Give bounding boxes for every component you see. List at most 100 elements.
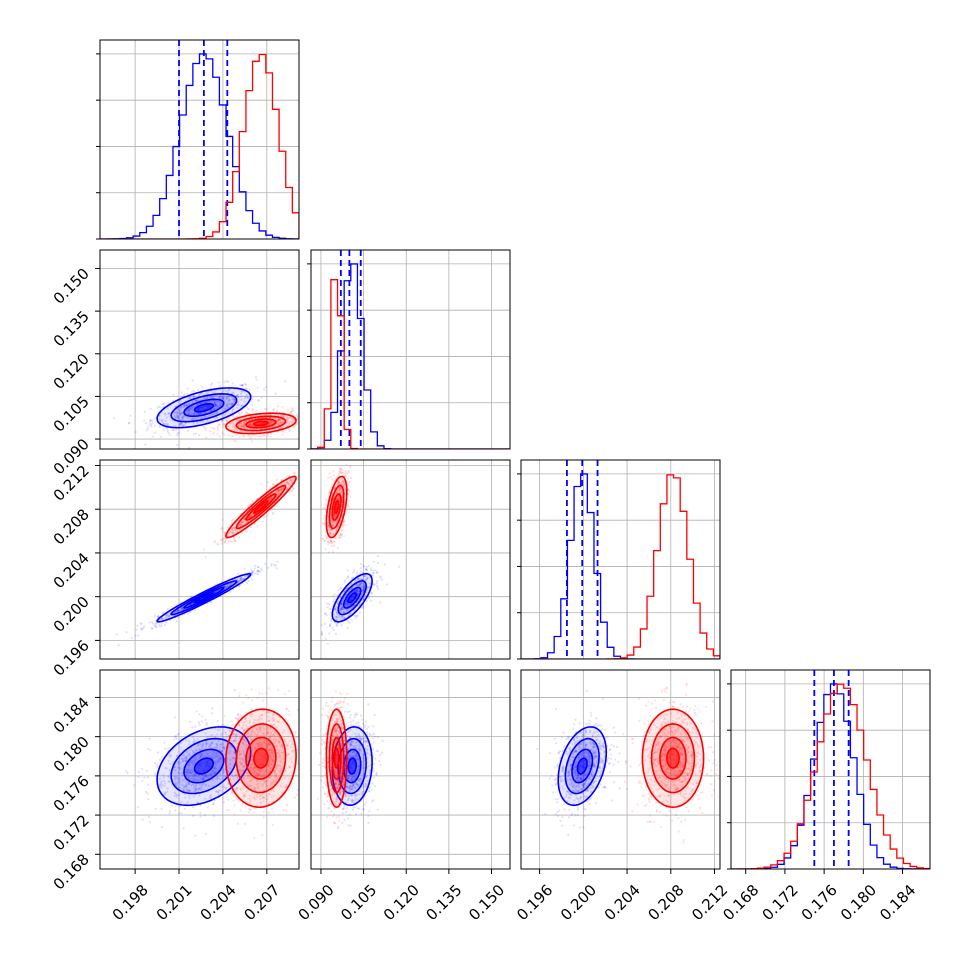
density-contour <box>183 398 225 417</box>
panel-3-0: 0.198 0.201 0.204 0.207 0.1680.1720.1760.180… <box>50 669 300 924</box>
panel-frame <box>99 249 300 450</box>
y-tick-label: 0.204 <box>50 549 93 592</box>
panel-frame <box>310 249 511 450</box>
density-contour <box>170 580 238 616</box>
density-contour <box>557 726 608 807</box>
panel-frame <box>99 39 300 240</box>
density-contour <box>156 572 252 623</box>
density-contour <box>183 748 225 784</box>
x-tick-label: 0.168 <box>719 881 762 924</box>
y-tick-label: 0.172 <box>50 811 93 854</box>
density-contour <box>235 723 287 794</box>
y-tick-label: 0.200 <box>50 593 93 636</box>
y-tick-label: 0.176 <box>50 772 93 815</box>
density-contour <box>347 757 357 775</box>
x-tick-label: 0.208 <box>644 881 687 924</box>
panel-frame <box>99 459 300 660</box>
density-contour <box>347 592 357 604</box>
grid <box>100 670 299 869</box>
density-contour <box>253 747 269 769</box>
x-tick-label: 0.184 <box>876 881 919 924</box>
panel-frame <box>520 669 721 870</box>
grid <box>100 40 299 239</box>
density-contour <box>225 412 297 435</box>
x-tick-label: 0.090 <box>295 881 338 924</box>
histogram-line <box>311 279 510 449</box>
histogram-line <box>731 683 930 869</box>
x-tick-label: 0.200 <box>557 881 600 924</box>
panel-3-1: 0.090 0.105 0.120 0.135 0.150 <box>295 669 511 924</box>
density-contour <box>576 757 588 775</box>
panel-frame <box>310 459 511 660</box>
scatter-points <box>199 687 299 839</box>
histogram-line <box>521 474 720 659</box>
density-contour <box>328 723 345 794</box>
histogram-line <box>100 53 299 239</box>
density-contour <box>156 387 252 429</box>
x-tick-label: 0.105 <box>337 881 380 924</box>
x-tick-label: 0.180 <box>837 881 880 924</box>
density-contour <box>659 736 687 780</box>
histogram-line <box>521 473 720 659</box>
x-tick-label: 0.172 <box>759 881 802 924</box>
y-tick-label: 0.168 <box>50 850 93 893</box>
grid <box>100 460 299 659</box>
density-contour <box>253 500 269 514</box>
density-contour <box>333 500 340 514</box>
density-contour <box>571 748 594 784</box>
y-tick-label: 0.184 <box>50 694 93 737</box>
x-tick-label: 0.207 <box>240 881 283 924</box>
y-tick-label: 0.135 <box>50 307 93 350</box>
panel-3-2: 0.196 0.200 0.204 0.208 0.212 <box>513 669 731 924</box>
density-contour <box>331 572 373 623</box>
panel-frame <box>99 669 300 870</box>
histogram-line <box>311 263 510 449</box>
density-contour <box>331 736 342 780</box>
density-contour <box>245 736 277 780</box>
panel-1-1 <box>307 249 511 450</box>
grid <box>311 460 510 659</box>
density-contour <box>235 484 287 530</box>
x-tick-label: 0.150 <box>465 881 508 924</box>
density-contour <box>193 403 215 413</box>
panel-frame <box>310 669 511 870</box>
density-contour <box>253 420 269 427</box>
panel-2-2 <box>517 459 721 660</box>
density-contour <box>193 757 215 775</box>
grid <box>521 460 720 659</box>
density-contour <box>245 418 277 429</box>
panel-0-0 <box>96 39 300 240</box>
grid <box>100 250 299 449</box>
x-tick-label: 0.120 <box>380 881 423 924</box>
density-contour <box>331 493 342 521</box>
grid <box>731 670 930 869</box>
grid <box>311 250 510 449</box>
panel-frame <box>520 459 721 660</box>
y-tick-label: 0.208 <box>50 505 93 548</box>
x-tick-label: 0.135 <box>423 881 466 924</box>
y-tick-label: 0.150 <box>50 265 93 308</box>
x-tick-label: 0.198 <box>109 881 152 924</box>
density-contour <box>337 580 368 616</box>
x-tick-label: 0.176 <box>798 881 841 924</box>
density-contour <box>193 592 215 604</box>
density-contour <box>666 747 680 769</box>
y-tick-label: 0.120 <box>50 350 93 393</box>
x-tick-label: 0.204 <box>601 881 644 924</box>
grid <box>521 670 720 869</box>
density-contour <box>650 723 696 794</box>
density-contour <box>343 586 362 609</box>
x-tick-label: 0.196 <box>513 881 556 924</box>
y-tick-label: 0.180 <box>50 733 93 776</box>
density-contour <box>333 747 340 769</box>
x-tick-label: 0.204 <box>197 881 240 924</box>
density-contour <box>325 475 348 539</box>
density-contour <box>225 475 297 539</box>
panel-frame <box>730 669 931 870</box>
y-tick-label: 0.105 <box>50 393 93 436</box>
histogram-line <box>100 53 299 239</box>
